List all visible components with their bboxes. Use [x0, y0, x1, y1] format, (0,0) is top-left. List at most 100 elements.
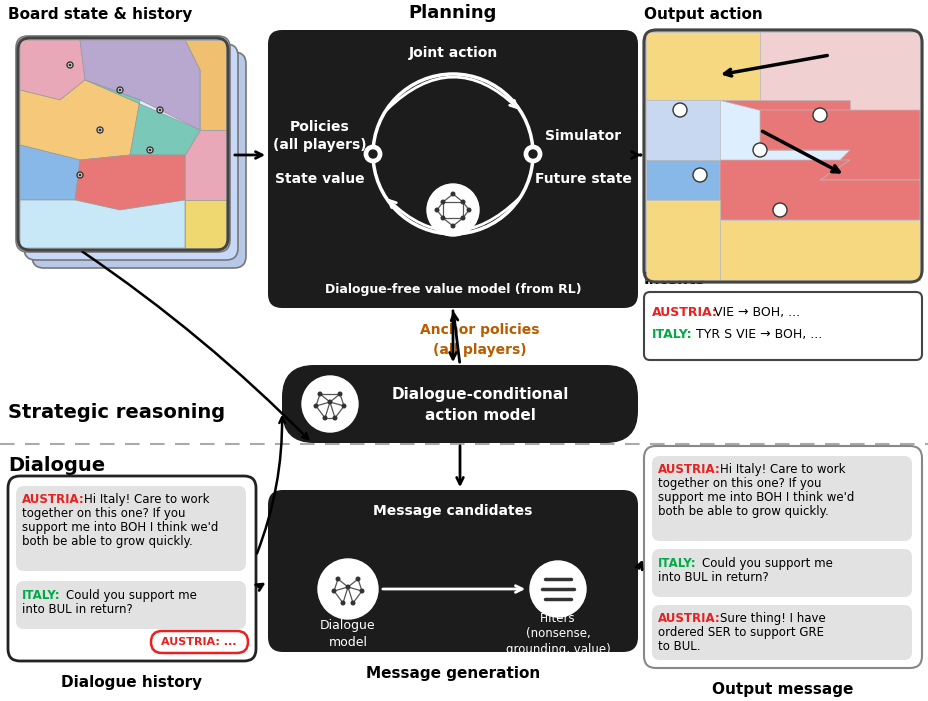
- Circle shape: [317, 391, 322, 397]
- Circle shape: [350, 601, 355, 606]
- Polygon shape: [20, 80, 140, 160]
- Text: TYR S VIE → BOH, ...: TYR S VIE → BOH, ...: [695, 328, 821, 341]
- Text: together on this one? If you: together on this one? If you: [22, 507, 186, 520]
- Text: together on this one? If you: together on this one? If you: [657, 477, 820, 490]
- Circle shape: [342, 404, 346, 409]
- FancyBboxPatch shape: [643, 292, 921, 360]
- FancyBboxPatch shape: [651, 605, 911, 660]
- Polygon shape: [84, 80, 200, 155]
- Text: Board state & history: Board state & history: [8, 7, 192, 22]
- Text: (all players): (all players): [432, 343, 526, 357]
- Circle shape: [302, 376, 357, 432]
- Circle shape: [317, 559, 378, 619]
- Text: Future state: Future state: [534, 172, 631, 186]
- Polygon shape: [185, 130, 226, 200]
- Circle shape: [528, 150, 536, 158]
- FancyBboxPatch shape: [643, 446, 921, 668]
- Circle shape: [772, 203, 786, 217]
- Text: Hi Italy! Care to work: Hi Italy! Care to work: [84, 493, 210, 506]
- Circle shape: [753, 143, 767, 157]
- Circle shape: [440, 215, 445, 221]
- Text: AUSTRIA:: AUSTRIA:: [651, 306, 717, 319]
- Polygon shape: [20, 145, 80, 200]
- FancyBboxPatch shape: [18, 38, 227, 250]
- Polygon shape: [759, 32, 919, 110]
- Text: Dialogue: Dialogue: [8, 456, 105, 475]
- FancyBboxPatch shape: [267, 490, 638, 652]
- Polygon shape: [645, 100, 719, 160]
- Text: AUSTRIA: ...: AUSTRIA: ...: [161, 637, 237, 647]
- Text: Policies
(all players): Policies (all players): [273, 121, 367, 151]
- FancyBboxPatch shape: [267, 30, 638, 308]
- Circle shape: [331, 589, 336, 594]
- FancyBboxPatch shape: [16, 486, 246, 571]
- Text: Anchor policies: Anchor policies: [419, 323, 539, 337]
- Circle shape: [692, 168, 706, 182]
- Text: support me into BOH I think we'd: support me into BOH I think we'd: [657, 491, 854, 504]
- Circle shape: [97, 127, 103, 133]
- Text: both be able to grow quickly.: both be able to grow quickly.: [657, 505, 828, 518]
- Text: ordered SER to support GRE: ordered SER to support GRE: [657, 626, 823, 639]
- Polygon shape: [185, 200, 226, 248]
- Text: Hi Italy! Care to work: Hi Italy! Care to work: [719, 463, 844, 476]
- Circle shape: [466, 207, 471, 212]
- Circle shape: [530, 561, 586, 617]
- Polygon shape: [185, 40, 226, 130]
- Circle shape: [460, 200, 465, 205]
- Circle shape: [524, 146, 540, 162]
- Polygon shape: [719, 160, 919, 220]
- Text: ITALY:: ITALY:: [22, 589, 60, 602]
- Text: both be able to grow quickly.: both be able to grow quickly.: [22, 535, 192, 548]
- Text: Planning: Planning: [408, 4, 496, 22]
- Text: Output action: Output action: [643, 7, 762, 22]
- Text: Dialogue-free value model (from RL): Dialogue-free value model (from RL): [325, 283, 581, 296]
- Circle shape: [450, 224, 455, 229]
- Text: Dialogue history: Dialogue history: [61, 675, 202, 690]
- Circle shape: [332, 416, 337, 421]
- Text: Sure thing! I have: Sure thing! I have: [719, 612, 825, 625]
- Circle shape: [434, 207, 439, 212]
- Text: Message generation: Message generation: [366, 666, 539, 681]
- FancyBboxPatch shape: [651, 549, 911, 597]
- Polygon shape: [719, 100, 849, 150]
- Circle shape: [450, 191, 455, 196]
- Circle shape: [322, 416, 328, 421]
- Polygon shape: [20, 200, 185, 248]
- FancyBboxPatch shape: [651, 456, 911, 541]
- Text: VIE → BOH, ...: VIE → BOH, ...: [714, 306, 799, 319]
- Text: into BUL in return?: into BUL in return?: [22, 603, 133, 616]
- Circle shape: [427, 184, 479, 236]
- Text: Filters
(nonsense,
grounding, value): Filters (nonsense, grounding, value): [505, 613, 610, 655]
- Circle shape: [147, 147, 153, 153]
- FancyBboxPatch shape: [32, 52, 246, 268]
- Polygon shape: [759, 110, 919, 180]
- Circle shape: [77, 172, 83, 178]
- Circle shape: [359, 589, 364, 594]
- Circle shape: [355, 576, 360, 582]
- Polygon shape: [80, 40, 200, 130]
- Polygon shape: [645, 200, 719, 280]
- Text: ITALY:: ITALY:: [651, 328, 692, 341]
- Polygon shape: [75, 155, 185, 210]
- Circle shape: [672, 103, 687, 117]
- FancyBboxPatch shape: [282, 365, 638, 443]
- Circle shape: [440, 200, 445, 205]
- Text: AUSTRIA:: AUSTRIA:: [22, 493, 84, 506]
- Polygon shape: [20, 40, 84, 100]
- FancyBboxPatch shape: [151, 631, 248, 653]
- Text: Output message: Output message: [712, 682, 853, 697]
- Circle shape: [335, 576, 341, 582]
- Text: State value: State value: [275, 172, 365, 186]
- Text: into BUL in return?: into BUL in return?: [657, 571, 768, 584]
- Circle shape: [157, 107, 162, 113]
- Text: AUSTRIA:: AUSTRIA:: [657, 612, 720, 625]
- Polygon shape: [719, 220, 919, 280]
- Text: Intents: Intents: [643, 272, 704, 287]
- Text: to BUL.: to BUL.: [657, 640, 700, 653]
- Text: ITALY:: ITALY:: [657, 557, 696, 570]
- Text: Joint action: Joint action: [408, 46, 497, 60]
- Text: Could you support me: Could you support me: [66, 589, 197, 602]
- FancyBboxPatch shape: [8, 476, 256, 661]
- Text: Dialogue-conditional: Dialogue-conditional: [391, 386, 568, 402]
- Circle shape: [148, 149, 151, 151]
